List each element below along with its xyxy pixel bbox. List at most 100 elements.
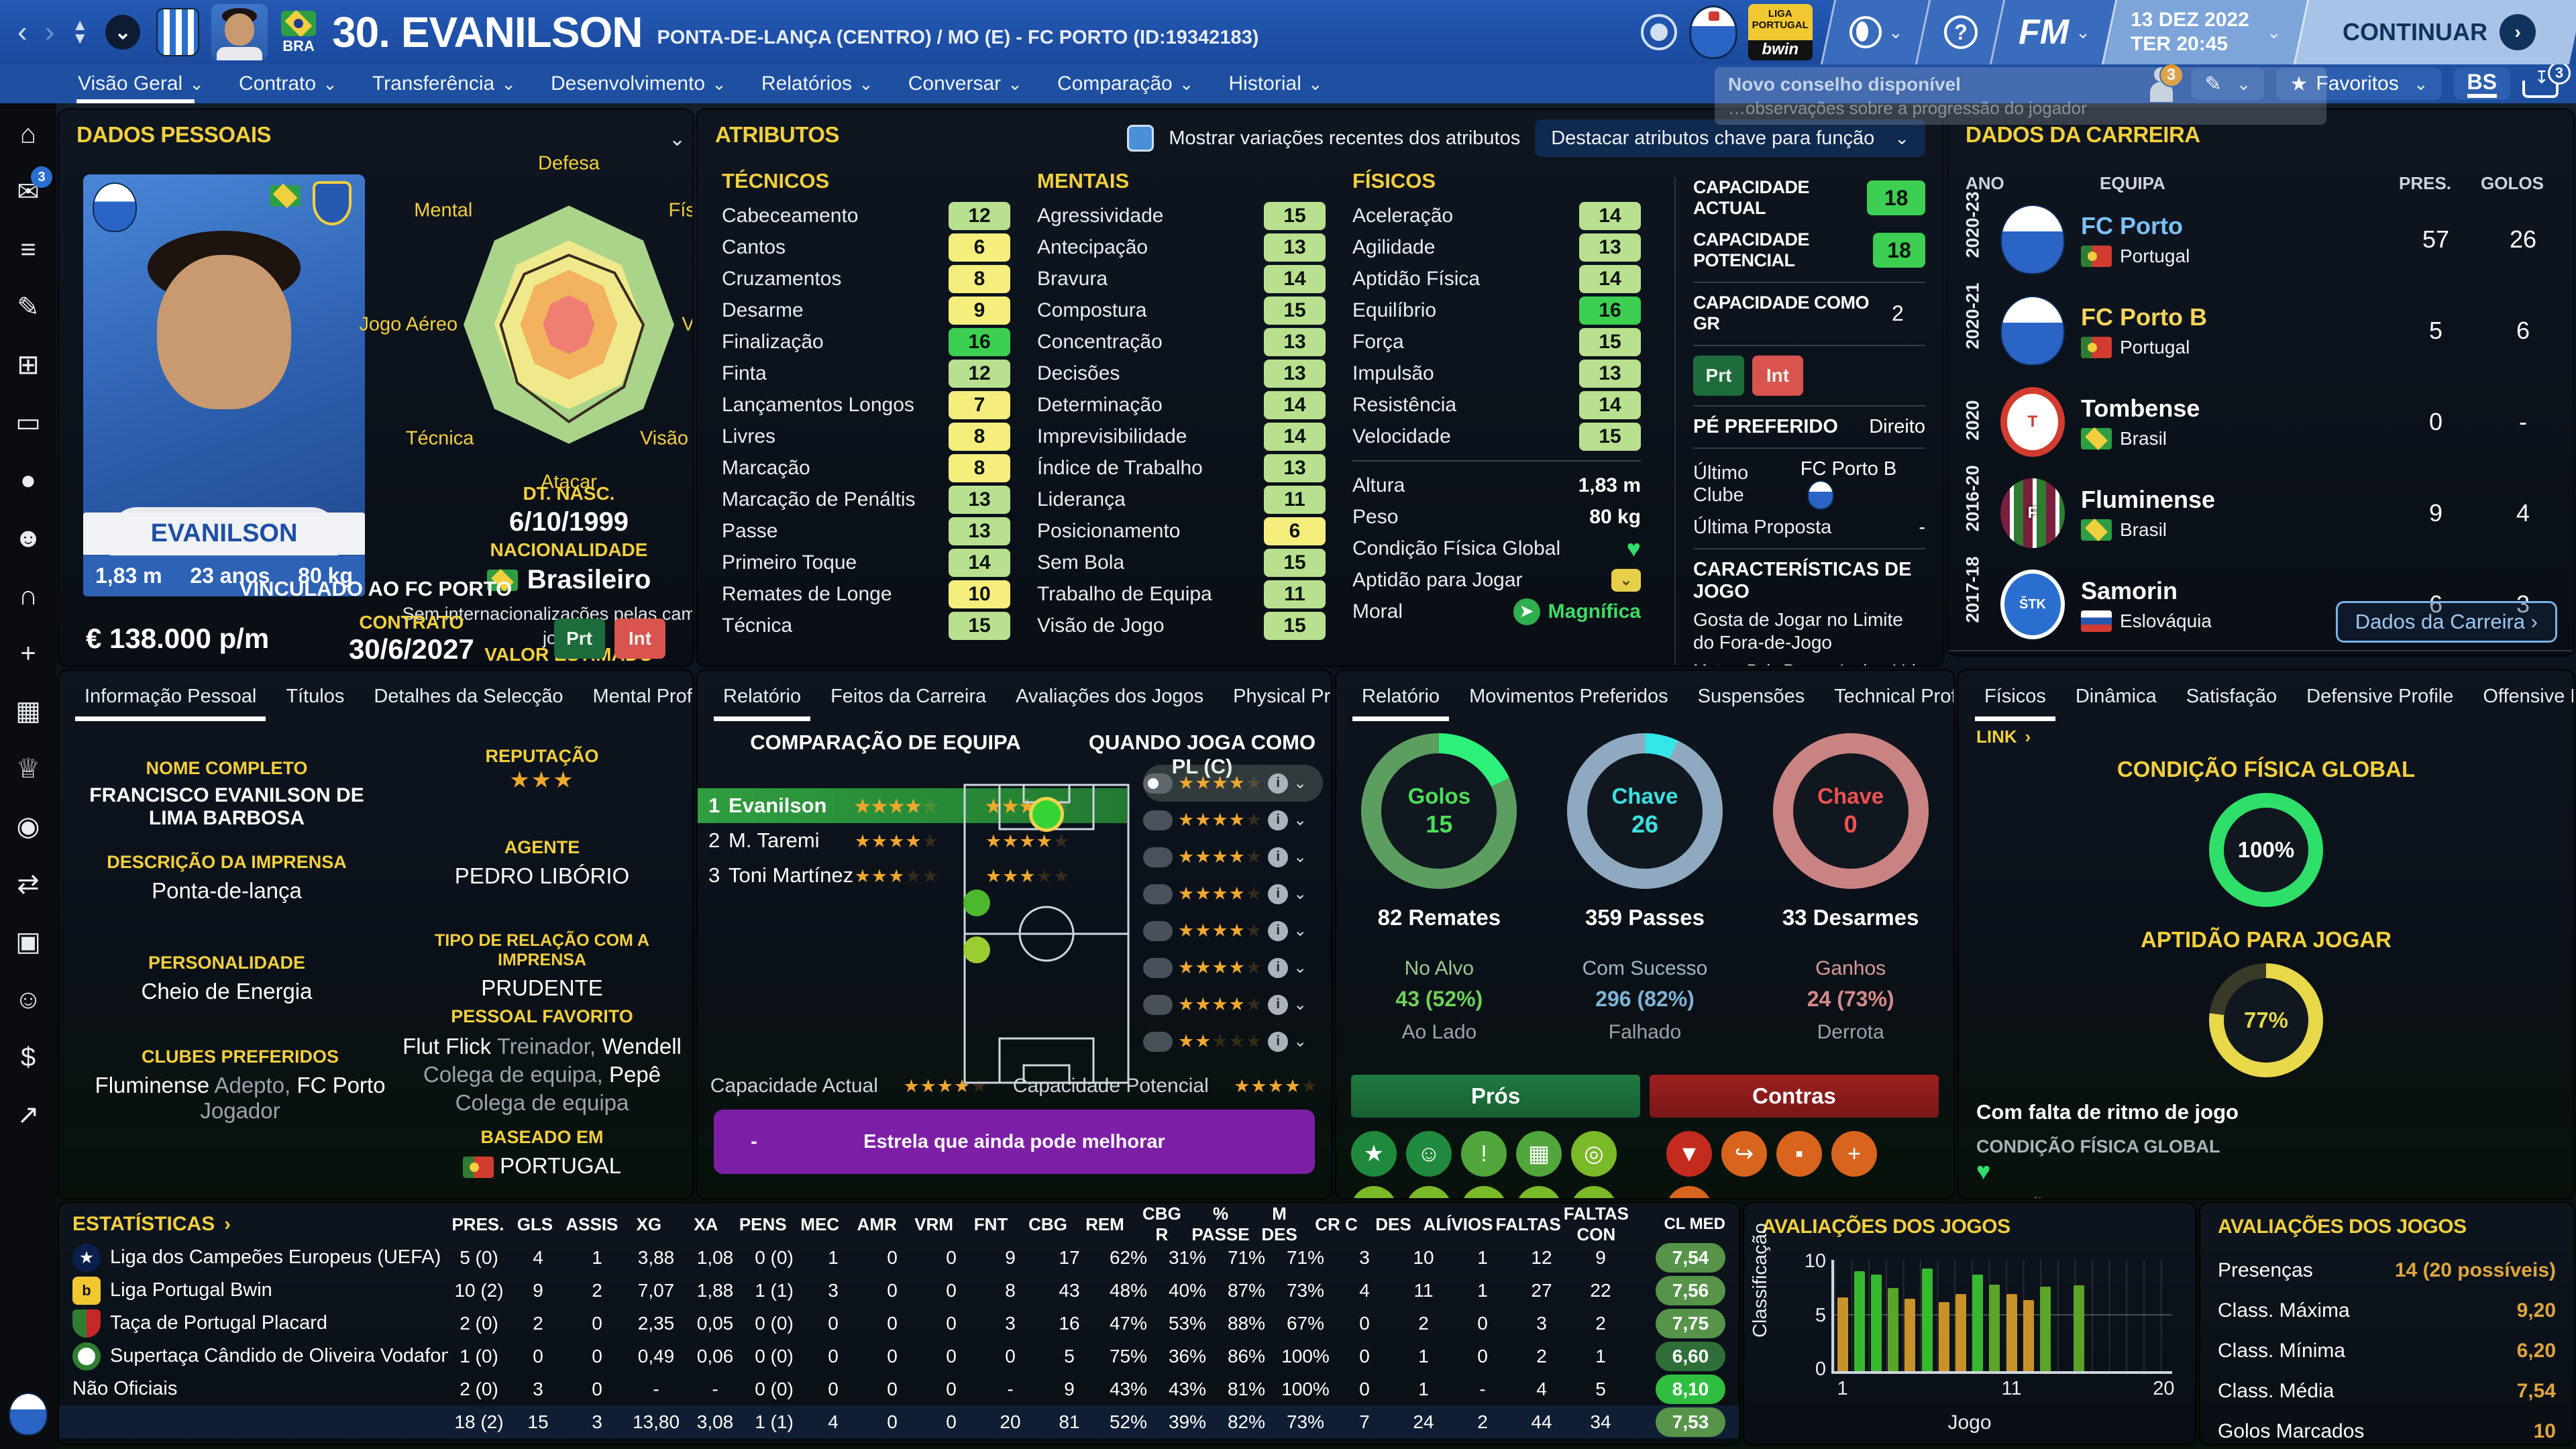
quick-nav-dropdown-icon[interactable]: ⌄ xyxy=(105,15,141,50)
advice-notification-icon[interactable]: 3 xyxy=(2143,63,2184,102)
sidebar-item-staff[interactable]: ☻ xyxy=(7,517,50,559)
sidebar-item-schedule[interactable]: ▦ xyxy=(7,690,50,733)
info-icon[interactable]: i xyxy=(1268,773,1289,794)
physical-tab-3[interactable]: Defensive Profile xyxy=(2306,686,2454,707)
edit-dropdown[interactable]: ✎ ⌄ xyxy=(2191,68,2265,100)
sidebar-item-scouting-hat[interactable]: ∩ xyxy=(7,574,50,617)
world-menu-button[interactable]: ⌄ xyxy=(1820,0,1930,64)
chevron-down-icon[interactable]: ⌄ xyxy=(1293,848,1307,866)
continue-button[interactable]: CONTINUAR › xyxy=(2293,0,2576,64)
stats-report-tab-0[interactable]: Relatório xyxy=(1350,680,1452,721)
prev-next-player-stepper[interactable]: ▲ ▼ xyxy=(72,16,89,48)
info-icon[interactable]: i xyxy=(1268,883,1289,904)
position-rating-row[interactable]: ★★★★★ i ⌄ xyxy=(1143,949,1323,986)
physical-tab-2[interactable]: Satisfação xyxy=(2186,686,2277,707)
menu-item-comparação[interactable]: Comparação ⌄ xyxy=(1040,64,1212,103)
advice-toast[interactable]: Novo conselho disponível …observações so… xyxy=(1715,67,2326,125)
chevron-down-icon[interactable]: ⌄ xyxy=(1293,922,1307,940)
chevron-down-icon[interactable]: ⌄ xyxy=(668,128,686,150)
position-rating-row[interactable]: ★★★★★ i ⌄ xyxy=(1143,986,1323,1023)
statistics-row[interactable]: b Liga Portugal Bwin 10 (2) 9 2 7,07 1,88 1 (1)… xyxy=(59,1274,1739,1307)
stats-report-tab-3[interactable]: Technical Profile xyxy=(1834,686,1953,707)
menu-item-desenvolvimento[interactable]: Desenvolvimento ⌄ xyxy=(533,64,744,103)
career-row[interactable]: 2020-21 FC Porto B Portugal 5 6 xyxy=(1948,282,2573,376)
sidebar-item-club[interactable]: ▣ xyxy=(7,920,50,963)
statistics-row[interactable]: Não Oficiais 2 (0) 3 0 - - 0 (0) 0 0 0 - 9 43% 43% 81%… xyxy=(59,1373,1739,1405)
career-row[interactable]: 2020-23 FC Porto Portugal 57 26 xyxy=(1948,191,2573,285)
career-row[interactable]: 2017-18 ŠTK Samorin Eslováquia 6 3 xyxy=(1948,556,2573,650)
sidebar-item-medical[interactable]: + xyxy=(7,632,50,675)
info-tab-0[interactable]: Informação Pessoal xyxy=(72,680,268,721)
menu-item-transferência[interactable]: Transferência ⌄ xyxy=(355,64,533,103)
team-report-tab-1[interactable]: Feitos da Carreira xyxy=(830,686,987,707)
info-tab-3[interactable]: Mental Profile xyxy=(592,686,692,707)
statistics-row[interactable]: Supertaça Cândido de Oliveira Vodafone 1 … xyxy=(59,1340,1739,1373)
position-rating-row[interactable]: ★★★★★ i ⌄ xyxy=(1143,875,1323,912)
pros-button[interactable]: Prós xyxy=(1351,1075,1640,1118)
favorites-dropdown[interactable]: ★ Favoritos ⌄ xyxy=(2276,68,2442,100)
statistics-row[interactable]: Taça de Portugal Placard 2 (0) 2 0 2,35 0,05 0… xyxy=(59,1307,1739,1340)
chevron-down-icon[interactable]: ⌄ xyxy=(1293,774,1307,792)
menu-item-contrato[interactable]: Contrato ⌄ xyxy=(221,64,355,103)
physical-tab-1[interactable]: Dinâmica xyxy=(2075,686,2157,707)
back-icon[interactable]: ‹ xyxy=(17,15,28,48)
sidebar-item-reports[interactable]: ✎ xyxy=(7,286,50,329)
forward-icon[interactable]: › xyxy=(44,15,55,48)
sidebar-item-development[interactable]: ↗ xyxy=(7,1093,50,1136)
info-icon[interactable]: i xyxy=(1268,810,1289,830)
link-label[interactable]: LINK xyxy=(1976,727,2017,747)
chevron-down-icon[interactable]: ⌄ xyxy=(1293,1032,1307,1051)
menu-item-relatórios[interactable]: Relatórios ⌄ xyxy=(744,64,891,103)
comparison-row[interactable]: 3 Toni Martínez ★★★★★ ★★★★★ xyxy=(698,858,1127,893)
bs-shortcut[interactable]: BS xyxy=(2453,68,2510,100)
chevron-down-icon[interactable]: ⌄ xyxy=(1293,811,1307,829)
sidebar-item-transfers[interactable]: ⇄ xyxy=(7,863,50,906)
menu-item-visão-geral[interactable]: Visão Geral ⌄ xyxy=(60,64,221,103)
position-rating-row[interactable]: ★★★★★ i ⌄ xyxy=(1143,839,1323,875)
team-report-tab-3[interactable]: Physical Profile xyxy=(1233,686,1331,707)
sidebar-item-club-staff[interactable]: ☺ xyxy=(7,978,50,1021)
sidebar-item-competitions[interactable]: ♕ xyxy=(7,747,50,790)
show-variations-checkbox[interactable] xyxy=(1127,125,1155,152)
stats-report-tab-1[interactable]: Movimentos Preferidos xyxy=(1469,686,1668,707)
inbox-tray-icon[interactable]: ↧ 3 xyxy=(2522,62,2571,101)
comparison-row[interactable]: 2 M. Taremi ★★★★★ ★★★★★ xyxy=(698,823,1127,858)
info-icon[interactable]: i xyxy=(1268,957,1289,978)
position-rating-row[interactable]: ★★★★★ i ⌄ xyxy=(1143,912,1323,949)
sidebar-item-tactics[interactable]: ⊞ xyxy=(7,343,50,386)
sidebar-item-pitch[interactable]: ▭ xyxy=(7,401,50,444)
info-tab-1[interactable]: Títulos xyxy=(286,686,345,707)
statistics-row[interactable]: ★ Liga dos Campeões Europeus (UEFA) 5 (0) 4… xyxy=(59,1241,1739,1274)
physical-tab-0[interactable]: Físicos xyxy=(1972,680,2058,721)
chevron-down-icon[interactable]: ⌄ xyxy=(1293,996,1307,1014)
sidebar-item-finances[interactable]: $ xyxy=(7,1036,50,1079)
info-icon[interactable]: i xyxy=(1268,847,1289,867)
chevron-down-icon[interactable]: ⌄ xyxy=(1293,959,1307,977)
highlight-key-attributes-dropdown[interactable]: Destacar atributos chave para função ⌄ xyxy=(1535,119,1925,157)
position-rating-row[interactable]: ★★★★★ i ⌄ xyxy=(1143,1023,1323,1060)
scout-eye-icon[interactable] xyxy=(1640,14,1677,50)
info-icon[interactable]: i xyxy=(1268,1031,1289,1052)
sidebar-item-scouting[interactable]: ◉ xyxy=(7,805,50,848)
date-dropdown[interactable]: 13 DEZ 2022 TER 20:45 ⌄ xyxy=(2102,0,2309,64)
position-rating-row[interactable]: ★★★★★ i ⌄ xyxy=(1143,765,1323,802)
menu-item-conversar[interactable]: Conversar ⌄ xyxy=(891,64,1040,103)
career-row[interactable]: 2020 T Tombense Brasil 0 - xyxy=(1948,376,2573,468)
info-tab-2[interactable]: Detalhes da Selecção xyxy=(374,686,564,707)
sidebar-club-crest[interactable] xyxy=(9,1393,48,1436)
fc-porto-crest[interactable] xyxy=(1688,5,1737,59)
team-report-tab-0[interactable]: Relatório xyxy=(711,680,813,721)
position-rating-row[interactable]: ★★★★★ i ⌄ xyxy=(1143,802,1323,839)
sidebar-item-home[interactable]: ⌂ xyxy=(7,113,50,156)
sidebar-item-squad[interactable]: ≡ xyxy=(7,228,50,271)
chevron-down-icon[interactable]: ⌄ xyxy=(1293,885,1307,903)
cons-button[interactable]: Contras xyxy=(1650,1075,1939,1118)
menu-item-historial[interactable]: Historial ⌄ xyxy=(1212,64,1340,103)
sidebar-item-ball[interactable]: ● xyxy=(7,459,50,502)
team-report-tab-2[interactable]: Avaliações dos Jogos xyxy=(1016,686,1204,707)
physical-tab-4[interactable]: Offensive Profile xyxy=(2483,686,2573,707)
sidebar-item-inbox[interactable]: ✉ 3 xyxy=(7,166,52,213)
info-icon[interactable]: i xyxy=(1268,994,1289,1015)
career-row[interactable]: 2016-20 F Fluminense Brasil 9 4 xyxy=(1948,465,2573,559)
fm-menu-button[interactable]: FM ⌄ xyxy=(1989,0,2117,64)
